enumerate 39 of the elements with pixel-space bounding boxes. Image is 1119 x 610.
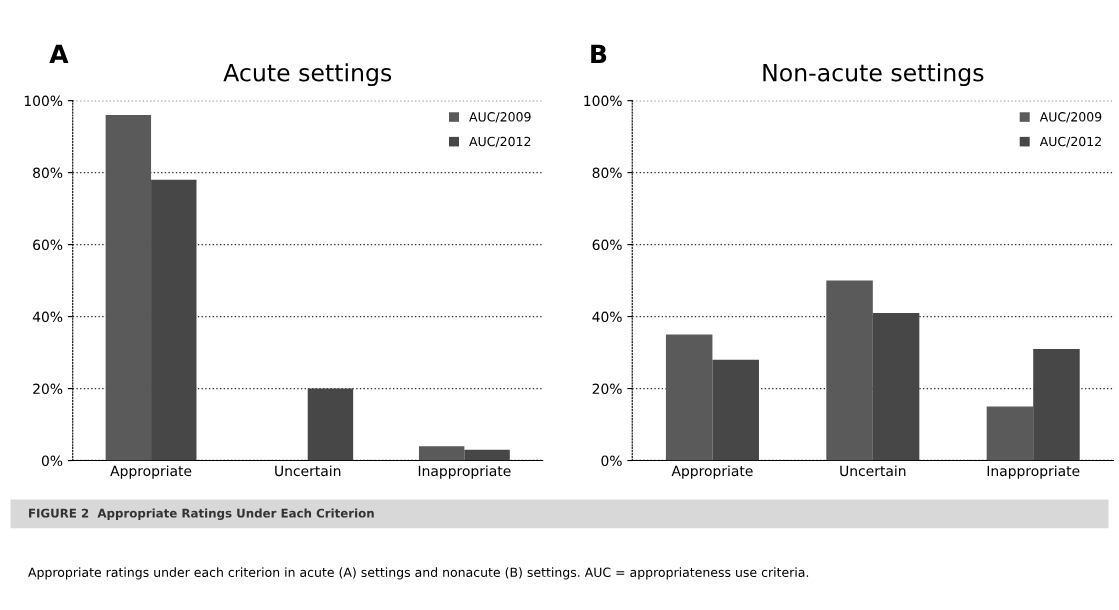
y-tick-label: 80% [592,167,622,179]
x-tick-label: Uncertain [275,465,341,477]
bar [418,446,465,461]
chart-title: Non-acute settings [763,63,984,87]
x-tick-label: Appropriate [110,465,192,479]
y-tick-label: 20% [592,383,622,395]
legend-label: AUC/2009 [1039,112,1102,123]
y-tick-label: 40% [32,311,63,323]
caption: FIGURE 2 Appropriate Ratings Under Each Criterion [29,508,374,520]
bar [151,179,197,461]
y-tick-label: 100% [24,95,63,107]
chart-title: Acute settings [223,63,392,87]
text: Appropriate ratings under each criterion in acute (A) settings and nonacute (B) settings. AUC = appropriateness use criteria. [28,567,809,580]
y-tick-label: 40% [592,311,622,323]
y-tick-label: 20% [33,383,63,395]
legend-label: AUC/2009 [469,112,531,123]
x-tick-label: Inappropriate [987,465,1080,479]
y-tick-label: 80% [33,167,63,179]
bar [307,388,354,461]
bar [1033,348,1080,461]
y-tick-label: 0% [41,455,63,467]
y-tick-label: 60% [592,239,622,251]
text: B [591,44,607,64]
bar [464,449,510,461]
x-tick-label: Inappropriate [418,465,511,479]
y-tick-label: 0% [601,455,622,467]
bar [986,406,1034,461]
y-tick-label: 60% [33,239,63,251]
y-tick-label: 100% [584,95,622,107]
legend-label: AUC/2012 [469,136,531,148]
legend-label: AUC/2012 [1039,136,1101,148]
bar [826,280,873,461]
x-tick-label: Appropriate [671,465,753,479]
bar [105,115,152,461]
bar [665,334,713,461]
bar [872,312,920,461]
bar [712,359,759,461]
x-tick-label: Uncertain [840,465,906,477]
text: A [49,44,69,64]
